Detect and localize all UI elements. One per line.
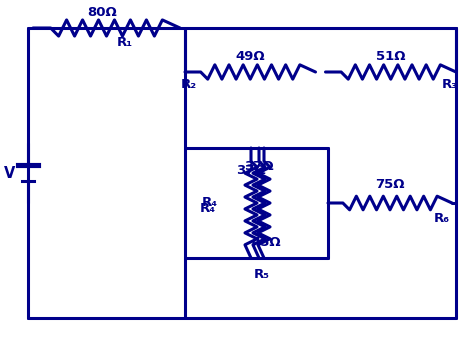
Text: R₃: R₃ [442, 78, 458, 91]
Text: 75Ω: 75Ω [375, 179, 405, 191]
Text: 80Ω: 80Ω [88, 6, 118, 18]
Text: 45Ω: 45Ω [251, 236, 281, 248]
Text: V: V [4, 165, 16, 181]
Text: 37Ω: 37Ω [244, 160, 274, 173]
Text: R₆: R₆ [434, 212, 450, 226]
Text: R₄: R₄ [202, 197, 218, 209]
Text: R₁: R₁ [117, 36, 133, 48]
Text: R₅: R₅ [254, 267, 270, 281]
Text: 37Ω: 37Ω [236, 164, 266, 176]
Text: R₂: R₂ [181, 78, 197, 91]
Text: 49Ω: 49Ω [236, 49, 265, 63]
Text: R₄: R₄ [200, 201, 216, 215]
Text: 51Ω: 51Ω [376, 49, 405, 63]
